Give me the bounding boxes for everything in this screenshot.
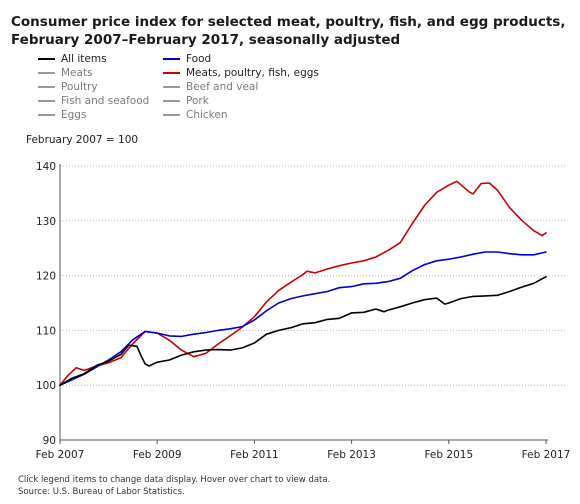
legend-label: Pork — [186, 95, 209, 107]
legend-swatch — [38, 72, 55, 74]
chart-title-line-2: February 2007–February 2017, seasonally … — [11, 32, 401, 48]
legend-item[interactable]: Poultry — [38, 80, 98, 94]
legend-item[interactable]: All items — [38, 52, 107, 66]
footer-source: Source: U.S. Bureau of Labor Statistics. — [18, 487, 185, 497]
legend-label: Meats, poultry, fish, eggs — [186, 67, 319, 79]
legend-swatch — [38, 58, 55, 60]
y-tick-label: 90 — [43, 435, 56, 447]
legend-label: Beef and veal — [186, 81, 259, 93]
legend-item[interactable]: Eggs — [38, 108, 86, 122]
footer-instructions: Click legend items to change data displa… — [18, 475, 331, 485]
series-line[interactable] — [59, 180, 547, 386]
legend-label: All items — [61, 53, 107, 65]
legend-item[interactable]: Food — [163, 52, 211, 66]
y-tick-label: 100 — [36, 380, 56, 392]
y-tick-label: 140 — [36, 161, 56, 173]
base-note: February 2007 = 100 — [26, 134, 139, 146]
y-tick-label: 120 — [36, 271, 56, 283]
legend-item[interactable]: Meats — [38, 66, 93, 80]
legend-swatch — [163, 86, 180, 88]
legend-swatch — [163, 72, 180, 74]
y-tick-label: 130 — [36, 216, 56, 228]
legend-swatch — [38, 100, 55, 102]
legend-label: Fish and seafood — [61, 95, 150, 107]
legend-item[interactable]: Pork — [163, 94, 209, 108]
chart-title: Consumer price index for selected meat, … — [11, 13, 571, 49]
y-tick-label: 110 — [36, 325, 56, 337]
legend-item[interactable]: Beef and veal — [163, 80, 258, 94]
legend-swatch — [38, 86, 55, 88]
legend-label: Chicken — [186, 109, 228, 121]
legend-swatch — [163, 58, 180, 60]
x-tick-label: Feb 2015 — [424, 449, 473, 461]
x-tick-label: Feb 2017 — [522, 449, 571, 461]
legend-label: Meats — [61, 67, 93, 79]
series-line[interactable] — [59, 275, 547, 386]
x-tick-label: Feb 2009 — [133, 449, 182, 461]
legend-swatch — [163, 100, 180, 102]
legend-label: Poultry — [61, 81, 98, 93]
legend-label: Eggs — [61, 109, 87, 121]
footer: Click legend items to change data displa… — [18, 474, 330, 498]
chart-title-line-1: Consumer price index for selected meat, … — [11, 14, 566, 30]
x-tick-label: Feb 2007 — [36, 449, 85, 461]
legend-swatch — [163, 114, 180, 116]
legend-swatch — [38, 114, 55, 116]
series-line[interactable] — [59, 251, 547, 386]
legend: All items Food Meats Meats, poultry, fish, … — [38, 52, 358, 124]
legend-label: Food — [186, 53, 212, 65]
legend-item[interactable]: Fish and seafood — [38, 94, 149, 108]
legend-item[interactable]: Chicken — [163, 108, 228, 122]
x-tick-label: Feb 2013 — [327, 449, 376, 461]
legend-item[interactable]: Meats, poultry, fish, eggs — [163, 66, 319, 80]
x-tick-label: Feb 2011 — [230, 449, 279, 461]
